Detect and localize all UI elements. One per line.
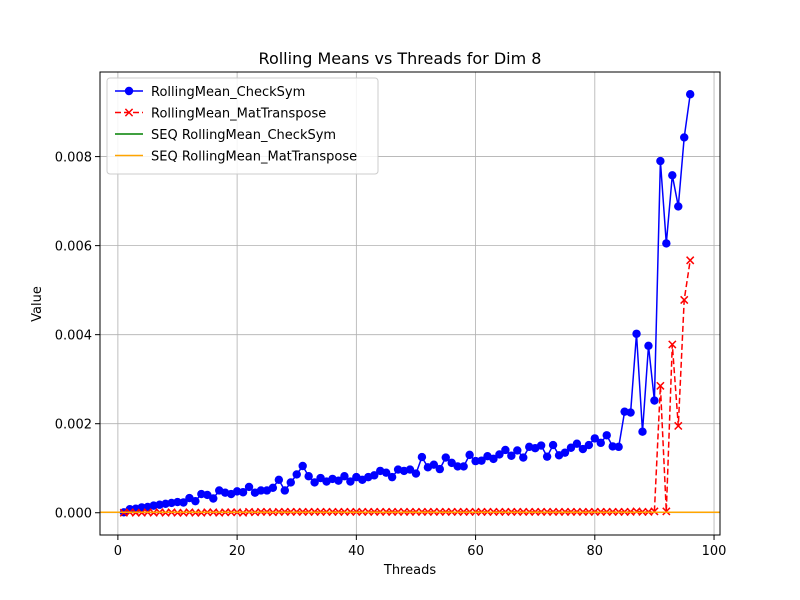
series-rollingmean-mattranspose-point [650,507,659,516]
series-rollingmean-checksym-point [209,494,218,503]
y-tick-label: 0.000 [55,507,92,522]
legend-label: RollingMean_MatTranspose [151,107,326,122]
series-rollingmean-checksym-point [578,444,588,454]
series-rollingmean-checksym-point [334,476,343,485]
series-rollingmean-checksym-point [417,452,427,462]
x-tick-label: 80 [587,544,604,559]
series-rollingmean-checksym-point [435,464,445,474]
x-tick-label: 0 [114,544,122,559]
y-tick-label: 0.004 [55,329,92,344]
plot-series [100,90,720,517]
series-rollingmean-mattranspose-point [674,421,683,431]
legend-label: SEQ RollingMean_MatTranspose [151,150,357,165]
x-tick-label: 100 [702,544,727,559]
series-rollingmean-checksym-point [590,434,600,443]
series-rollingmean-mattranspose-point [680,295,689,305]
series-rollingmean-checksym-point [477,456,486,465]
series-rollingmean-checksym-point [566,443,576,452]
axes-frame [99,71,721,536]
series-rollingmean-checksym-point [471,456,480,466]
series-rollingmean-checksym-point [519,453,528,462]
x-tick-label: 60 [467,544,484,559]
series-rollingmean-checksym-point [441,453,450,462]
series-rollingmean-checksym-point [280,486,290,495]
series-rollingmean-checksym-point [429,460,439,469]
series-rollingmean-checksym-point [453,462,462,471]
series-rollingmean-checksym-point [548,440,558,450]
series-rollingmean-checksym-point [173,497,182,507]
y-axis-label: Value [30,286,45,322]
series-rollingmean-checksym-point [560,448,570,457]
legend-swatch-marker [124,108,134,117]
y-tick-label: 0.008 [55,151,92,166]
legend-swatch-marker [124,86,134,96]
y-tick-label: 0.002 [55,418,92,433]
series-rollingmean-checksym-point [656,156,665,166]
series-rollingmean-checksym-point [346,477,355,486]
series-rollingmean-checksym-point [465,450,474,460]
series-rollingmean-checksym-point [370,471,379,480]
series-rollingmean-checksym-point [191,496,200,506]
series-rollingmean-checksym-point [680,133,689,142]
series-rollingmean-checksym-point [310,478,319,487]
series-rollingmean-checksym-point [125,504,135,514]
y-tick-label: 0.006 [55,240,92,255]
series-rollingmean-checksym-point [632,329,641,338]
series-rollingmean-checksym-point [668,171,677,180]
series-rollingmean-checksym-point [674,202,683,211]
x-tick-label: 20 [229,544,246,559]
series-rollingmean-checksym-point [489,454,498,464]
series-rollingmean-checksym-point [638,427,647,436]
series-rollingmean-mattranspose-point [656,381,665,390]
series-rollingmean-checksym-point [644,341,653,350]
legend: RollingMean_CheckSym RollingMean_MatTrans… [106,77,379,175]
y-axis: 0.000 0.002 0.004 0.006 0.008 [55,151,100,522]
series-rollingmean-checksym-point [685,90,695,99]
series-rollingmean-checksym-point [381,468,391,477]
series-rollingmean-checksym-point [292,470,301,479]
series-rollingmean-checksym-point [542,452,552,461]
legend-label: RollingMean_CheckSym [151,85,305,100]
plot-area [100,90,720,517]
series-rollingmean-checksym-point [298,461,307,471]
series-rollingmean-mattranspose-point [668,340,677,349]
x-axis: 0 20 40 60 80 100 [114,535,727,559]
series-rollingmean-checksym-point [662,239,671,248]
legend-label: SEQ RollingMean_CheckSym [151,128,336,143]
series-rollingmean-checksym-point [513,446,522,455]
series-rollingmean-checksym-point [244,482,254,492]
legend-box [106,77,379,175]
series-rollingmean-checksym-point [304,472,313,481]
series-rollingmean-checksym-point [495,450,504,459]
series-rollingmean-checksym-point [572,439,582,448]
series-rollingmean-checksym-point [501,445,510,455]
series-rollingmean-checksym-point [536,441,546,450]
series-rollingmean-checksym-point [268,483,278,493]
series-rollingmean-mattranspose-point [662,507,671,516]
series-rollingmean-checksym-point [584,440,594,450]
series-rollingmean-checksym-point [459,462,468,471]
series-rollingmean-checksym-point [626,408,635,417]
x-tick-label: 40 [348,544,365,559]
series-rollingmean-checksym-point [387,472,397,482]
series-rollingmean-checksym-point [179,498,188,507]
series-rollingmean-checksym-point [411,469,421,478]
series-rollingmean-mattranspose-point [686,256,695,265]
series-rollingmean-checksym-point [602,431,611,440]
series-rollingmean-checksym-point [238,488,248,497]
x-axis-label: Threads [383,563,436,578]
series-rollingmean-checksym-point [596,438,605,448]
series-rollingmean-checksym-point [507,451,516,460]
series-rollingmean-checksym-point [256,486,266,495]
chart-title: Rolling Means vs Threads for Dim 8 [259,49,542,68]
series-rollingmean-checksym-point [608,442,617,451]
series-rollingmean-checksym-point [405,465,415,474]
series-rollingmean-checksym-point [650,396,659,405]
series-rollingmean-checksym-point [286,478,295,487]
series-rollingmean-checksym-point [274,475,284,484]
series-rollingmean-checksym-point [340,472,349,481]
series-rollingmean-checksym-point [614,442,623,452]
